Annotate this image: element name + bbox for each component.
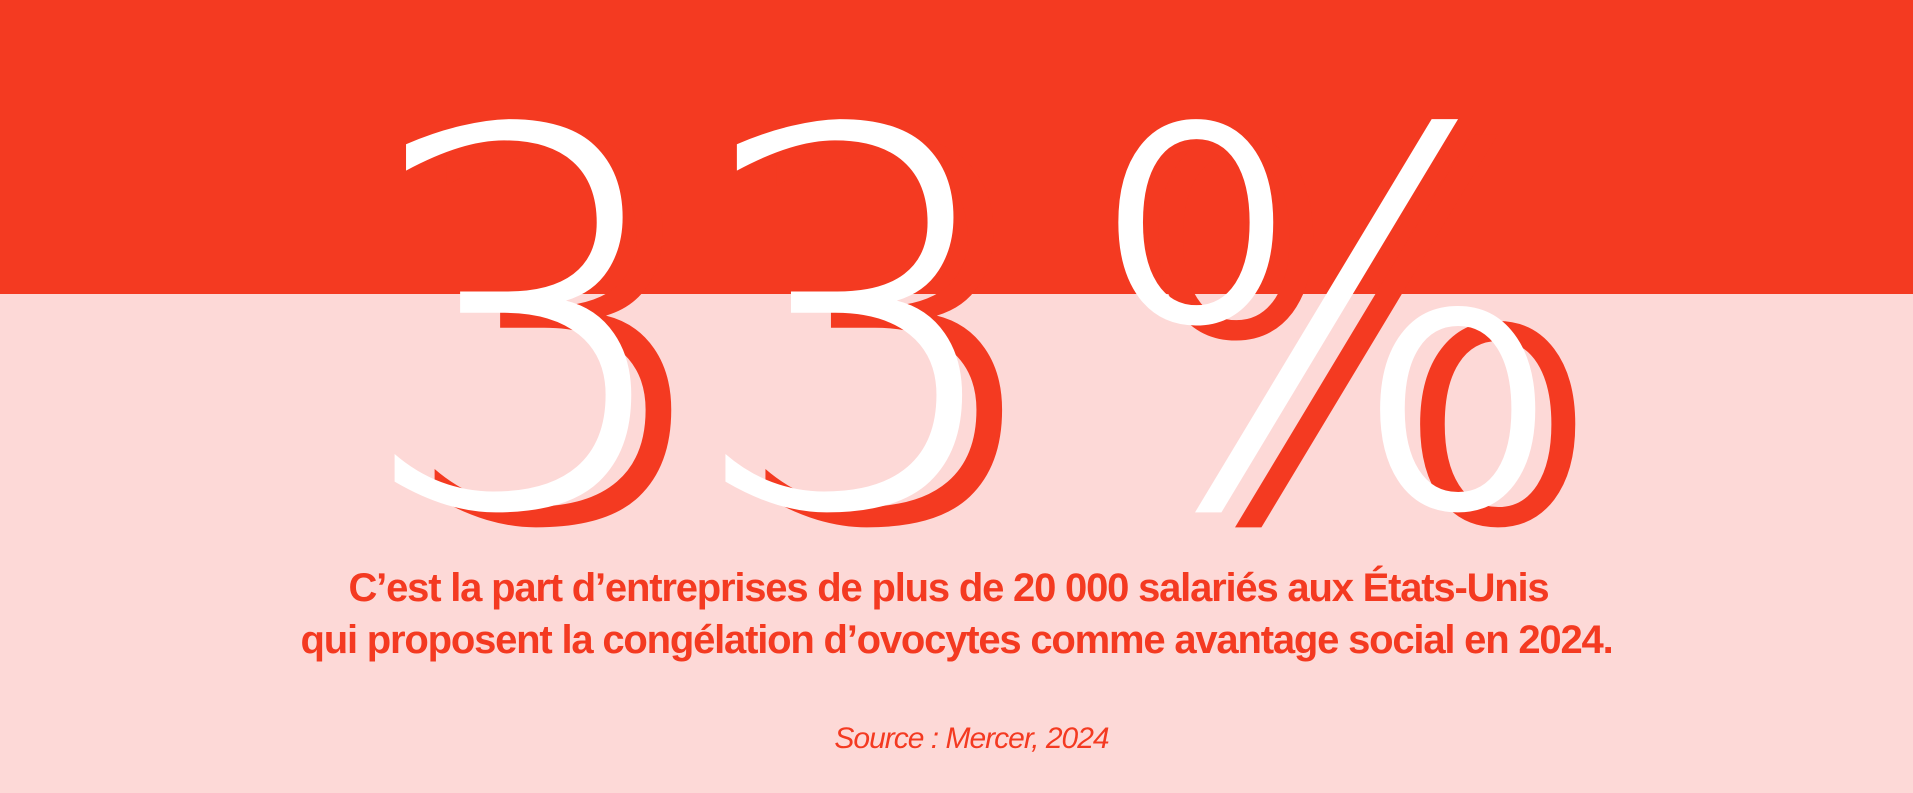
- caption: C’est la part d’entreprises de plus de 2…: [0, 562, 1913, 666]
- stat-number: 33: [355, 22, 1017, 540]
- source-label: Source :: [834, 722, 939, 755]
- bottom-color-band: [0, 294, 1913, 793]
- source-note: Source : Mercer, 2024: [0, 722, 1913, 756]
- big-stat: 33 33 % %: [355, 22, 1614, 540]
- caption-line-1: C’est la part d’entreprises de plus de 2…: [348, 566, 1550, 610]
- stat-percent-shadow: %: [1120, 37, 1614, 540]
- stat-number-shadow: 33: [395, 37, 1057, 540]
- source-text: Mercer, 2024: [945, 722, 1109, 755]
- stat-percent: %: [1080, 22, 1574, 540]
- top-color-band: [0, 0, 1913, 294]
- caption-line-2: qui proposent la congélation d’ovocytes …: [300, 618, 1614, 662]
- source-inner: Source : Mercer, 2024: [834, 722, 1109, 756]
